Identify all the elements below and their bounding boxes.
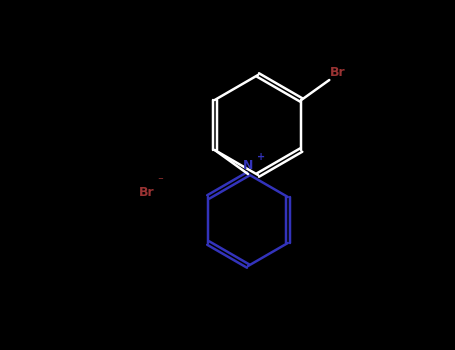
Text: +: + [257, 152, 265, 162]
Text: Br: Br [139, 187, 155, 199]
Text: Br: Br [330, 66, 346, 79]
Text: ⁻: ⁻ [157, 176, 163, 186]
Text: N: N [243, 159, 253, 172]
